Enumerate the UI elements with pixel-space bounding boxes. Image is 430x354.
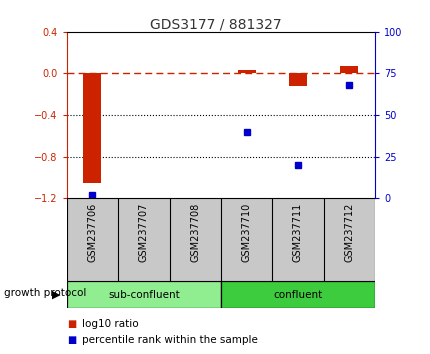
Text: GSM237711: GSM237711 <box>292 202 302 262</box>
Text: ■: ■ <box>67 335 76 345</box>
Text: GSM237707: GSM237707 <box>138 202 148 262</box>
Bar <box>67 281 221 308</box>
Text: GDS3177 / 881327: GDS3177 / 881327 <box>149 18 281 32</box>
Text: percentile rank within the sample: percentile rank within the sample <box>82 335 257 345</box>
Text: ▶: ▶ <box>52 290 60 300</box>
Bar <box>83 74 101 183</box>
Text: ■: ■ <box>67 319 76 329</box>
Text: growth protocol: growth protocol <box>4 288 86 298</box>
Text: confluent: confluent <box>273 290 322 300</box>
Bar <box>288 74 306 86</box>
Bar <box>237 70 255 74</box>
Bar <box>220 281 374 308</box>
Text: GSM237706: GSM237706 <box>87 202 97 262</box>
Text: GSM237708: GSM237708 <box>190 202 200 262</box>
Bar <box>340 66 357 74</box>
Text: log10 ratio: log10 ratio <box>82 319 138 329</box>
Text: sub-confluent: sub-confluent <box>108 290 179 300</box>
Text: GSM237710: GSM237710 <box>241 202 251 262</box>
Text: GSM237712: GSM237712 <box>344 202 353 262</box>
